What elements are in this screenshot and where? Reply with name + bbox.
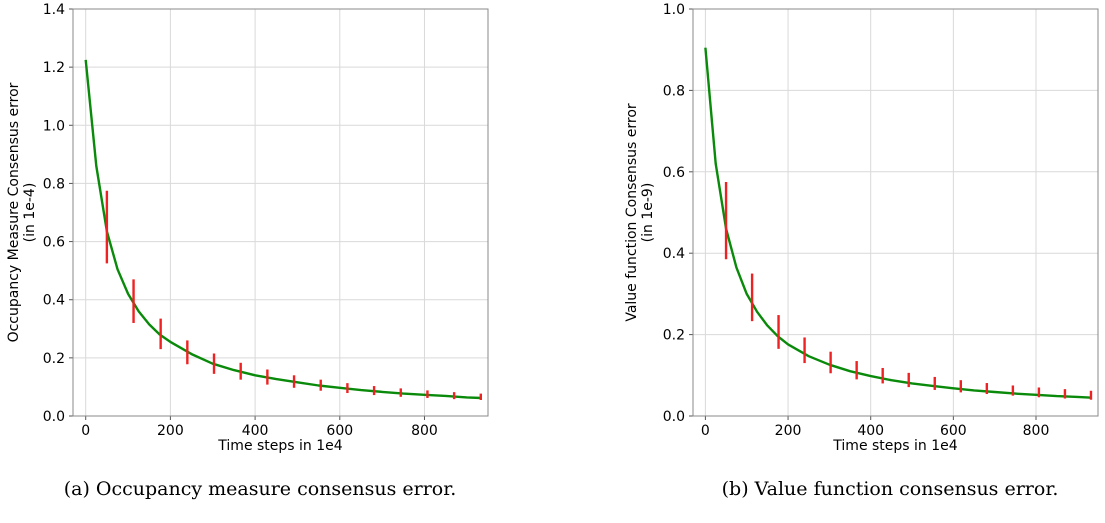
y-tick-label: 0.2 — [43, 351, 65, 367]
x-axis-label: Time steps in 1e4 — [217, 438, 342, 454]
y-tick-label: 0.0 — [43, 409, 65, 425]
x-tick-label: 800 — [411, 423, 438, 439]
chart-value-function-consensus-error: 0 200 400 600 800 0.0 0.2 0.4 0.6 0.8 1.0 Time step… — [624, 2, 1099, 454]
x-tick-label: 600 — [940, 423, 967, 439]
y-axis-label: Occupancy Measure Consensus error — [6, 82, 22, 342]
y-axis-label-unit: (in 1e-4) — [22, 183, 38, 243]
y-axis-label-unit: (in 1e-9) — [640, 183, 656, 243]
chart-occupancy-consensus-error: 0 200 400 600 800 0.0 0.2 0.4 0.6 0.8 1.0 1.2 1.4 Tim… — [6, 2, 489, 454]
y-axis-label: Value function Consensus error — [624, 103, 640, 322]
y-tick-label: 0.8 — [43, 176, 65, 192]
y-tick-label: 0.6 — [43, 235, 65, 251]
x-tick-label: 0 — [701, 423, 710, 439]
y-tick-label: 1.0 — [663, 2, 685, 18]
x-tick-label: 400 — [242, 423, 269, 439]
y-tick-label: 0.2 — [663, 328, 685, 344]
x-tick-label: 0 — [81, 423, 90, 439]
y-tick-label: 1.2 — [43, 60, 65, 76]
caption-b: (b) Value function consensus error. — [721, 478, 1059, 500]
y-tick-label: 0.8 — [663, 83, 685, 99]
y-tick-label: 0.0 — [663, 409, 685, 425]
x-tick-label: 200 — [775, 423, 802, 439]
plot-frame — [72, 8, 489, 417]
consensus-error-curve — [704, 47, 1092, 399]
x-tick-label: 400 — [857, 423, 884, 439]
consensus-error-curve — [84, 59, 482, 400]
y-tick-label: 0.4 — [663, 246, 685, 262]
y-tick-label: 0.6 — [663, 165, 685, 181]
x-tick-label: 800 — [1023, 423, 1050, 439]
y-tick-label: 1.0 — [43, 118, 65, 134]
x-tick-label: 600 — [326, 423, 353, 439]
y-tick-label: 1.4 — [43, 2, 65, 18]
caption-a: (a) Occupancy measure consensus error. — [63, 478, 457, 500]
plot-frame — [692, 8, 1099, 417]
y-tick-label: 0.4 — [43, 293, 65, 309]
x-tick-label: 200 — [157, 423, 184, 439]
x-axis-label: Time steps in 1e4 — [832, 438, 957, 454]
